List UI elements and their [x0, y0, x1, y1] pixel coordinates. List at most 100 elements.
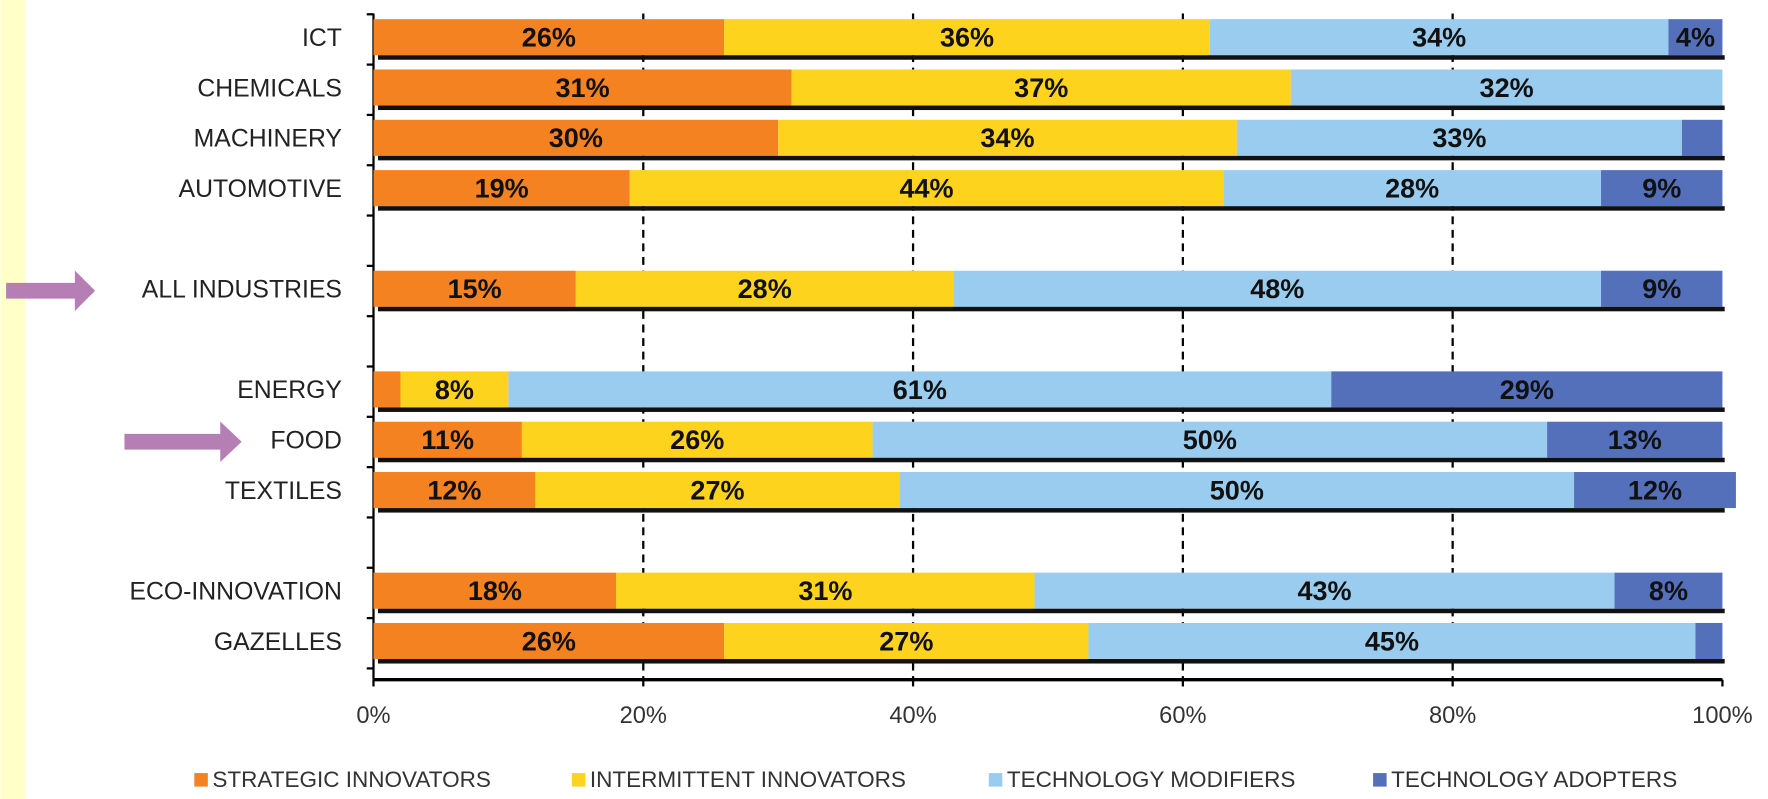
value-label: 13%: [1608, 425, 1662, 455]
bar-segment: [373, 19, 725, 56]
arrow: [6, 270, 96, 312]
bar-segment: [1574, 472, 1736, 509]
bar-segment: [1034, 572, 1615, 609]
value-label: 15%: [448, 274, 502, 304]
category-label: MACHINERY: [194, 126, 342, 153]
bar-segment: [1331, 371, 1723, 408]
bar-segment: [1547, 421, 1723, 458]
category-label: ENERGY: [237, 377, 342, 404]
x-tick-label: 40%: [889, 703, 936, 729]
value-label: 37%: [1014, 73, 1068, 103]
legend-label: TECHNOLOGY ADOPTERS: [1391, 767, 1677, 792]
bar-shadow: [378, 659, 1725, 664]
bar-segment: [1236, 119, 1682, 156]
bar-segment: [400, 371, 509, 408]
bar-segment: [791, 69, 1291, 106]
side-strip: [0, 0, 26, 799]
value-label: 18%: [468, 576, 522, 606]
bar-segment: [629, 170, 1224, 207]
bar-segment: [872, 421, 1548, 458]
bar-segment: [535, 472, 900, 509]
bar-segment: [1601, 170, 1723, 207]
value-label: 8%: [435, 375, 474, 405]
bar-segment: [373, 119, 779, 156]
x-tick-label: 100%: [1692, 703, 1753, 729]
legend-label: TECHNOLOGY MODIFIERS: [1007, 767, 1296, 792]
value-label: 33%: [1432, 123, 1486, 153]
legend-label: INTERMITTENT INNOVATORS: [590, 767, 906, 792]
bar-shadow: [378, 407, 1725, 412]
bar-segment: [373, 270, 576, 307]
bar-segment: [373, 421, 522, 458]
bar-shadow: [378, 508, 1725, 513]
value-label: 43%: [1297, 576, 1351, 606]
bar-shadow: [378, 55, 1725, 60]
bar-segment: [1695, 622, 1723, 660]
bar-segment: [575, 270, 954, 307]
bar-segment: [373, 472, 536, 509]
legend-swatch: [571, 773, 586, 787]
value-label: 26%: [522, 626, 576, 656]
value-label: 61%: [893, 375, 947, 405]
value-label: 44%: [900, 174, 954, 204]
bar-segment: [1614, 572, 1723, 609]
x-tick-label: 0%: [356, 703, 390, 729]
x-tick-label: 20%: [620, 703, 667, 729]
bar-segment: [373, 622, 725, 660]
value-label: 36%: [940, 23, 994, 53]
value-label: 27%: [879, 626, 933, 656]
bar-segment: [1088, 622, 1696, 660]
value-label: 12%: [427, 475, 481, 505]
bar-shadow: [378, 105, 1725, 111]
value-label: 12%: [1628, 475, 1682, 505]
value-label: 9%: [1642, 274, 1681, 304]
category-label: ECO-INNOVATION: [129, 578, 341, 605]
value-label: 29%: [1500, 375, 1554, 405]
value-label: 32%: [1480, 73, 1534, 103]
bar-segment: [373, 572, 617, 609]
value-label: 31%: [556, 73, 610, 103]
bar-segment: [899, 472, 1575, 509]
bar-segment: [521, 421, 873, 458]
x-tick-label: 60%: [1159, 703, 1206, 729]
value-label: 27%: [690, 475, 744, 505]
bar-segment: [724, 622, 1089, 660]
bar-segment: [1209, 19, 1669, 56]
legend-swatch: [988, 773, 1003, 787]
bar-segment: [1681, 119, 1723, 156]
bar-segment: [953, 270, 1602, 307]
value-label: 48%: [1250, 274, 1304, 304]
bar-segment: [616, 572, 1035, 609]
value-label: 31%: [798, 576, 852, 606]
bar-shadow: [378, 155, 1725, 161]
value-label: 45%: [1365, 626, 1419, 656]
value-label: 50%: [1210, 475, 1264, 505]
value-label: 11%: [421, 425, 474, 455]
bar-segment: [508, 371, 1332, 408]
category-label: AUTOMOTIVE: [179, 176, 342, 203]
value-label: 34%: [980, 123, 1034, 153]
value-label: 34%: [1412, 23, 1466, 53]
bar-segment: [1601, 270, 1723, 307]
category-label: CHEMICALS: [197, 75, 342, 102]
bar-segment: [1223, 170, 1602, 207]
bar-segment: [373, 170, 630, 207]
value-label: 9%: [1642, 174, 1681, 204]
category-label: ICT: [302, 25, 342, 52]
value-label: 26%: [522, 23, 576, 53]
value-label: 4%: [1676, 23, 1715, 53]
bar-segment: [373, 69, 792, 106]
bar-shadow: [378, 457, 1725, 463]
legend-swatch: [1373, 773, 1387, 787]
bar-segment: [724, 19, 1210, 56]
bar-segment: [373, 371, 401, 408]
category-label: GAZELLES: [214, 629, 342, 656]
bar-segment: [1290, 69, 1723, 106]
category-label: ALL INDUSTRIES: [142, 277, 342, 304]
value-label: 26%: [670, 425, 724, 455]
category-label: FOOD: [270, 428, 342, 455]
value-label: 8%: [1649, 576, 1688, 606]
value-label: 50%: [1183, 425, 1237, 455]
bar-shadow: [378, 608, 1725, 614]
